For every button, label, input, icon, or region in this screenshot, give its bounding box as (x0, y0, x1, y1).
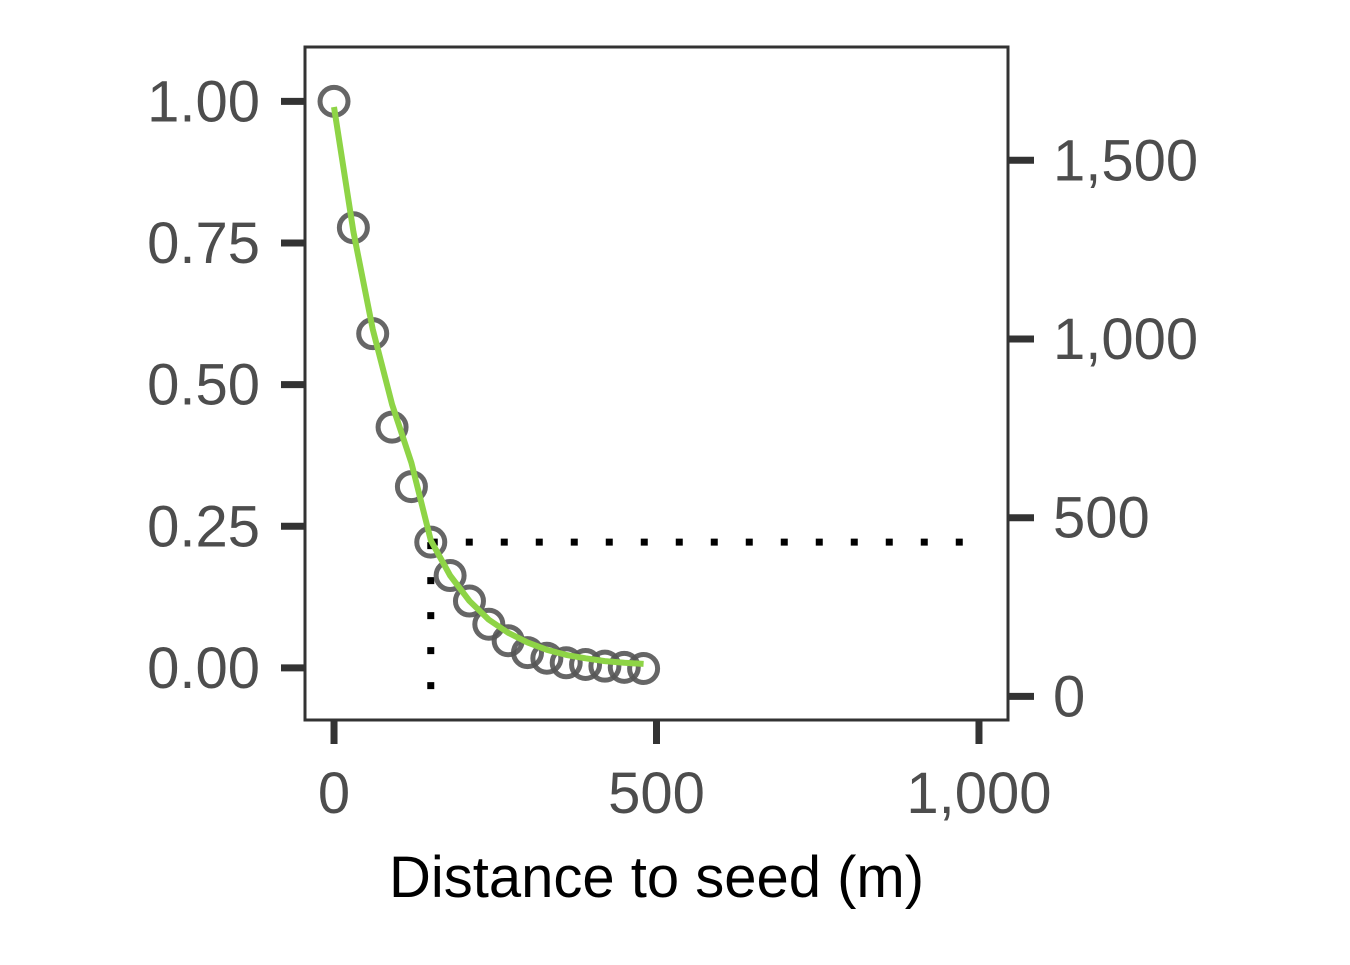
data-point (569, 647, 603, 681)
plot-panel-border (303, 45, 1010, 722)
fitted-line (331, 106, 644, 667)
y2-tick-label: 500 (1053, 486, 1150, 551)
y-tick-label: 0.00 (147, 636, 260, 701)
reference-lines (427, 538, 979, 706)
x-tick-label: 1,000 (906, 761, 1051, 826)
data-point (549, 646, 583, 680)
y2-tick-label: 0 (1053, 664, 1085, 729)
y-tick-label: 0.50 (147, 353, 260, 418)
y2-tick-label: 1,500 (1053, 128, 1198, 193)
data-point (627, 651, 661, 685)
y2-tick-label: 1,000 (1053, 307, 1198, 372)
y-tick-label: 0.25 (147, 494, 260, 559)
x-tick-label: 0 (318, 761, 350, 826)
observed-points (317, 84, 661, 685)
data-point (511, 636, 545, 670)
data-point (452, 584, 486, 618)
y-axis-left: 0.00 0.25 0.50 0.75 1.00 (147, 69, 305, 701)
data-point (472, 607, 506, 641)
y-tick-label: 0.75 (147, 211, 260, 276)
x-axis-title: Distance to seed (m) (389, 845, 924, 910)
x-axis: 0 500 1,000 (318, 720, 1052, 826)
x-tick-label: 500 (608, 761, 705, 826)
y-tick-label: 1.00 (147, 69, 260, 134)
y-axis-right: 0 500 1,000 1,500 (1008, 128, 1198, 729)
data-point (607, 650, 641, 684)
data-point (588, 649, 622, 683)
data-point (433, 559, 467, 593)
data-point (530, 641, 564, 675)
fitted-curve (331, 106, 644, 667)
